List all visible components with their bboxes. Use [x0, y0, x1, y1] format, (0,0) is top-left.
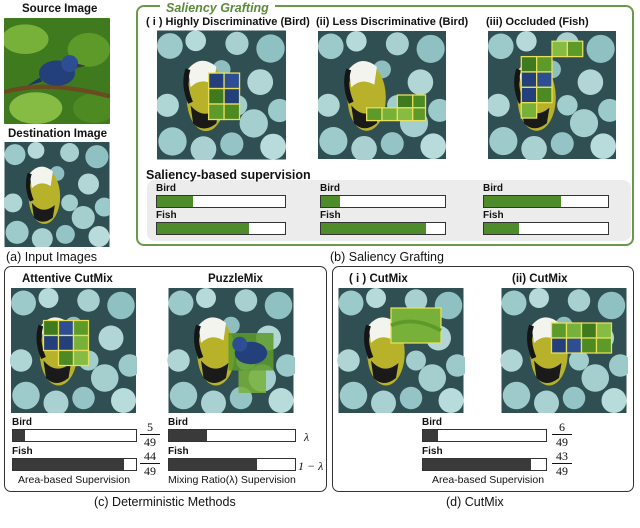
deterministic-panel — [4, 266, 327, 492]
saliency-case-2-label: (ii) Less Discriminative (Bird) — [316, 16, 469, 28]
caption-b-text: (b) Saliency Grafting — [330, 250, 444, 264]
acm-bird-label: Bird — [12, 417, 32, 428]
pm-bird-label: Bird — [168, 417, 188, 428]
cm-bird-label: Bird — [422, 417, 442, 428]
acm-footer: Area-based Supervision — [18, 474, 131, 486]
acm-bird-den: 49 — [144, 435, 156, 449]
pm-fish-label: Fish — [168, 446, 189, 457]
pm-bird-lambda: λ — [304, 430, 310, 444]
cutmix-panel — [332, 266, 634, 492]
acm-fish-num: 44 — [144, 449, 156, 463]
attentive-cutmix-label: Attentive CutMix — [22, 273, 113, 285]
attentive-cutmix-image — [10, 288, 137, 413]
cutmix-image-1 — [337, 288, 465, 413]
caption-a: (a) Input Images — [6, 250, 98, 264]
acm-fish-fill — [13, 459, 124, 470]
cm-bird-bar — [422, 429, 547, 442]
caption-d: (d) CutMix — [446, 495, 504, 509]
pm-fish-lambda: 1 − λ — [298, 459, 324, 473]
source-image-label: Source Image — [22, 3, 98, 15]
cutmix-image-2 — [500, 288, 628, 413]
puzzlemix-label: PuzzleMix — [208, 273, 263, 285]
saliency-title-tag: Saliency Grafting — [160, 0, 275, 17]
puzzlemix-image — [167, 288, 295, 413]
cm-fish-num: 43 — [556, 449, 568, 463]
saliency-case-1-label: ( i ) Highly Discriminative (Bird) — [146, 16, 310, 28]
cm-fish-bar — [422, 458, 547, 471]
cm-fish-label: Fish — [422, 446, 443, 457]
acm-fish-bar — [12, 458, 137, 471]
acm-bird-fill — [13, 430, 26, 441]
sal-2-bird-fill — [321, 196, 340, 207]
caption-b: (b) Saliency Grafting — [330, 250, 444, 264]
cm-bird-num: 6 — [559, 420, 565, 434]
sal-2-fish-fill — [321, 223, 427, 234]
cm-fish-den: 49 — [556, 464, 568, 478]
sal-2-bird-bar — [320, 195, 446, 208]
acm-bird-num: 5 — [147, 420, 153, 434]
cm-bird-fill — [423, 430, 438, 441]
sal-3-fish-label: Fish — [483, 210, 504, 221]
sal-1-fish-label: Fish — [156, 210, 177, 221]
cm-bird-den: 49 — [556, 435, 568, 449]
pm-footer: Mixing Ratio(λ) Supervision — [168, 474, 296, 486]
supervision-title: Saliency-based supervision — [146, 168, 311, 182]
pm-fish-fill — [169, 459, 258, 470]
sal-1-bird-fill — [157, 196, 193, 207]
pm-bird-fill — [169, 430, 207, 441]
sal-1-fish-bar — [156, 222, 286, 235]
saliency-case-3-label: (iii) Occluded (Fish) — [486, 16, 589, 28]
acm-fish-label: Fish — [12, 446, 33, 457]
acm-fish-den: 49 — [144, 464, 156, 478]
sal-1-bird-label: Bird — [156, 183, 176, 194]
cutmix-case-1-label: ( i ) CutMix — [349, 273, 408, 285]
sal-1-bird-bar — [156, 195, 286, 208]
caption-c: (c) Deterministic Methods — [94, 495, 236, 509]
pm-bird-bar — [168, 429, 296, 442]
cutmix-case-2-label: (ii) CutMix — [512, 273, 568, 285]
destination-image — [4, 142, 110, 247]
saliency-image-3 — [488, 30, 616, 160]
sal-2-fish-bar — [320, 222, 446, 235]
cm-bird-fraction: 6 49 — [552, 421, 572, 448]
cm-fish-fill — [423, 459, 532, 470]
sal-3-fish-bar — [483, 222, 609, 235]
sal-2-bird-label: Bird — [320, 183, 340, 194]
sal-3-bird-fill — [484, 196, 561, 207]
sal-3-bird-label: Bird — [483, 183, 503, 194]
saliency-image-1 — [157, 30, 286, 160]
cm-fish-fraction: 43 49 — [552, 450, 572, 477]
saliency-grafting-panel — [136, 5, 634, 246]
pm-fish-bar — [168, 458, 296, 471]
saliency-image-2 — [318, 30, 446, 160]
source-image — [4, 18, 110, 124]
sal-3-fish-fill — [484, 223, 519, 234]
sal-3-bird-bar — [483, 195, 609, 208]
acm-fish-fraction: 44 49 — [140, 450, 160, 477]
sal-1-fish-fill — [157, 223, 250, 234]
acm-bird-bar — [12, 429, 137, 442]
saliency-title: Saliency Grafting — [166, 1, 269, 15]
sal-2-fish-label: Fish — [320, 210, 341, 221]
destination-image-label: Destination Image — [8, 128, 108, 140]
acm-bird-fraction: 5 49 — [140, 421, 160, 448]
cm-footer: Area-based Supervision — [432, 474, 545, 486]
